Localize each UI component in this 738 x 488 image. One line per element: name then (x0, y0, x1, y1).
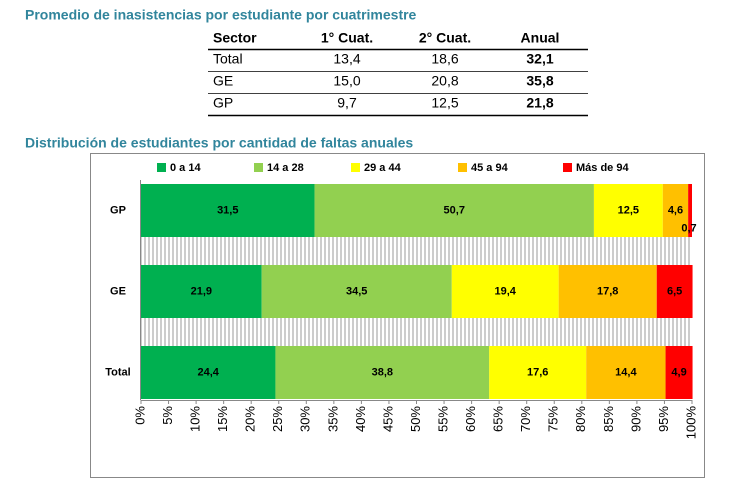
legend-label: 29 a 44 (364, 162, 402, 174)
table-cell: GP (213, 95, 233, 111)
table-cell: 12,5 (431, 95, 458, 111)
value-label: 21,9 (191, 285, 212, 297)
legend-swatch (458, 163, 467, 172)
x-tick-label: 30% (298, 406, 313, 432)
bar-segment (593, 184, 663, 237)
legend-label: Más de 94 (576, 162, 629, 174)
bar-segment (662, 184, 689, 237)
value-label: 38,8 (372, 366, 393, 378)
table-header: Sector (213, 30, 257, 46)
table-cell: Total (213, 51, 243, 67)
chart-frame (90, 153, 705, 478)
x-tick-label: 55% (435, 406, 450, 432)
legend-swatch (563, 163, 572, 172)
x-tick-label: 85% (601, 406, 616, 432)
x-tick-label: 5% (160, 406, 175, 425)
bar-segment (141, 346, 276, 399)
x-tick-label: 50% (408, 406, 423, 432)
bar-segment (141, 184, 315, 237)
value-label: 34,5 (346, 285, 367, 297)
table-header: 2° Cuat. (419, 30, 471, 46)
legend-swatch (254, 163, 263, 172)
x-tick-label: 10% (188, 406, 203, 432)
bar-segment (688, 184, 692, 237)
table-header: 1° Cuat. (321, 30, 373, 46)
x-tick-label: 80% (573, 406, 588, 432)
bar-segment (141, 265, 262, 318)
legend-swatch (351, 163, 360, 172)
table-cell: 9,7 (337, 95, 357, 111)
value-label: 4,9 (671, 366, 686, 378)
bar-segment (489, 346, 587, 399)
bar-segment (656, 265, 693, 318)
x-tick-label: 20% (243, 406, 258, 432)
bar-segment (451, 265, 559, 318)
bar-segment (586, 346, 666, 399)
x-tick-label: 15% (215, 406, 230, 432)
table-cell: 32,1 (526, 51, 553, 67)
category-label: Total (105, 366, 130, 378)
legend-swatch (157, 163, 166, 172)
value-label: 19,4 (495, 285, 517, 297)
x-tick-label: 90% (628, 406, 643, 432)
table-title: Promedio de inasistencias por estudiante… (25, 7, 417, 23)
table-cell: 21,8 (526, 95, 553, 111)
value-label: 24,4 (198, 366, 220, 378)
table-cell: GE (213, 73, 233, 89)
x-tick-label: 100% (683, 406, 698, 440)
chart-title: Distribución de estudiantes por cantidad… (25, 135, 413, 151)
table-cell: 20,8 (431, 73, 458, 89)
x-tick-label: 95% (656, 406, 671, 432)
value-label: 0,7 (681, 222, 696, 234)
legend-label: 0 a 14 (170, 162, 201, 174)
table-header: Anual (521, 30, 560, 46)
category-label: GP (110, 204, 126, 216)
category-label: GE (110, 285, 126, 297)
x-tick-label: 45% (380, 406, 395, 432)
legend-label: 14 a 28 (267, 162, 304, 174)
x-tick-label: 70% (518, 406, 533, 432)
x-tick-label: 40% (353, 406, 368, 432)
x-tick-label: 0% (132, 406, 147, 425)
x-tick-label: 65% (491, 406, 506, 432)
bar-segment (275, 346, 490, 399)
value-label: 12,5 (618, 204, 639, 216)
x-tick-label: 60% (463, 406, 478, 432)
x-tick-label: 25% (270, 406, 285, 432)
table-cell: 35,8 (526, 73, 553, 89)
value-label: 50,7 (444, 204, 465, 216)
table-cell: 15,0 (333, 73, 360, 89)
value-label: 31,5 (217, 204, 238, 216)
value-label: 17,8 (597, 285, 618, 297)
value-label: 6,5 (667, 285, 682, 297)
table-cell: 18,6 (431, 51, 458, 67)
bar-segment (665, 346, 693, 399)
value-label: 4,6 (668, 204, 683, 216)
x-tick-label: 35% (325, 406, 340, 432)
gap-hatch (141, 318, 692, 346)
x-tick-label: 75% (546, 406, 561, 432)
legend-label: 45 a 94 (471, 162, 509, 174)
value-label: 14,4 (615, 366, 637, 378)
bar-segment (261, 265, 452, 318)
bar-segment (558, 265, 657, 318)
value-label: 17,6 (527, 366, 548, 378)
bar-segment (314, 184, 594, 237)
table-cell: 13,4 (333, 51, 360, 67)
gap-hatch (141, 237, 692, 265)
